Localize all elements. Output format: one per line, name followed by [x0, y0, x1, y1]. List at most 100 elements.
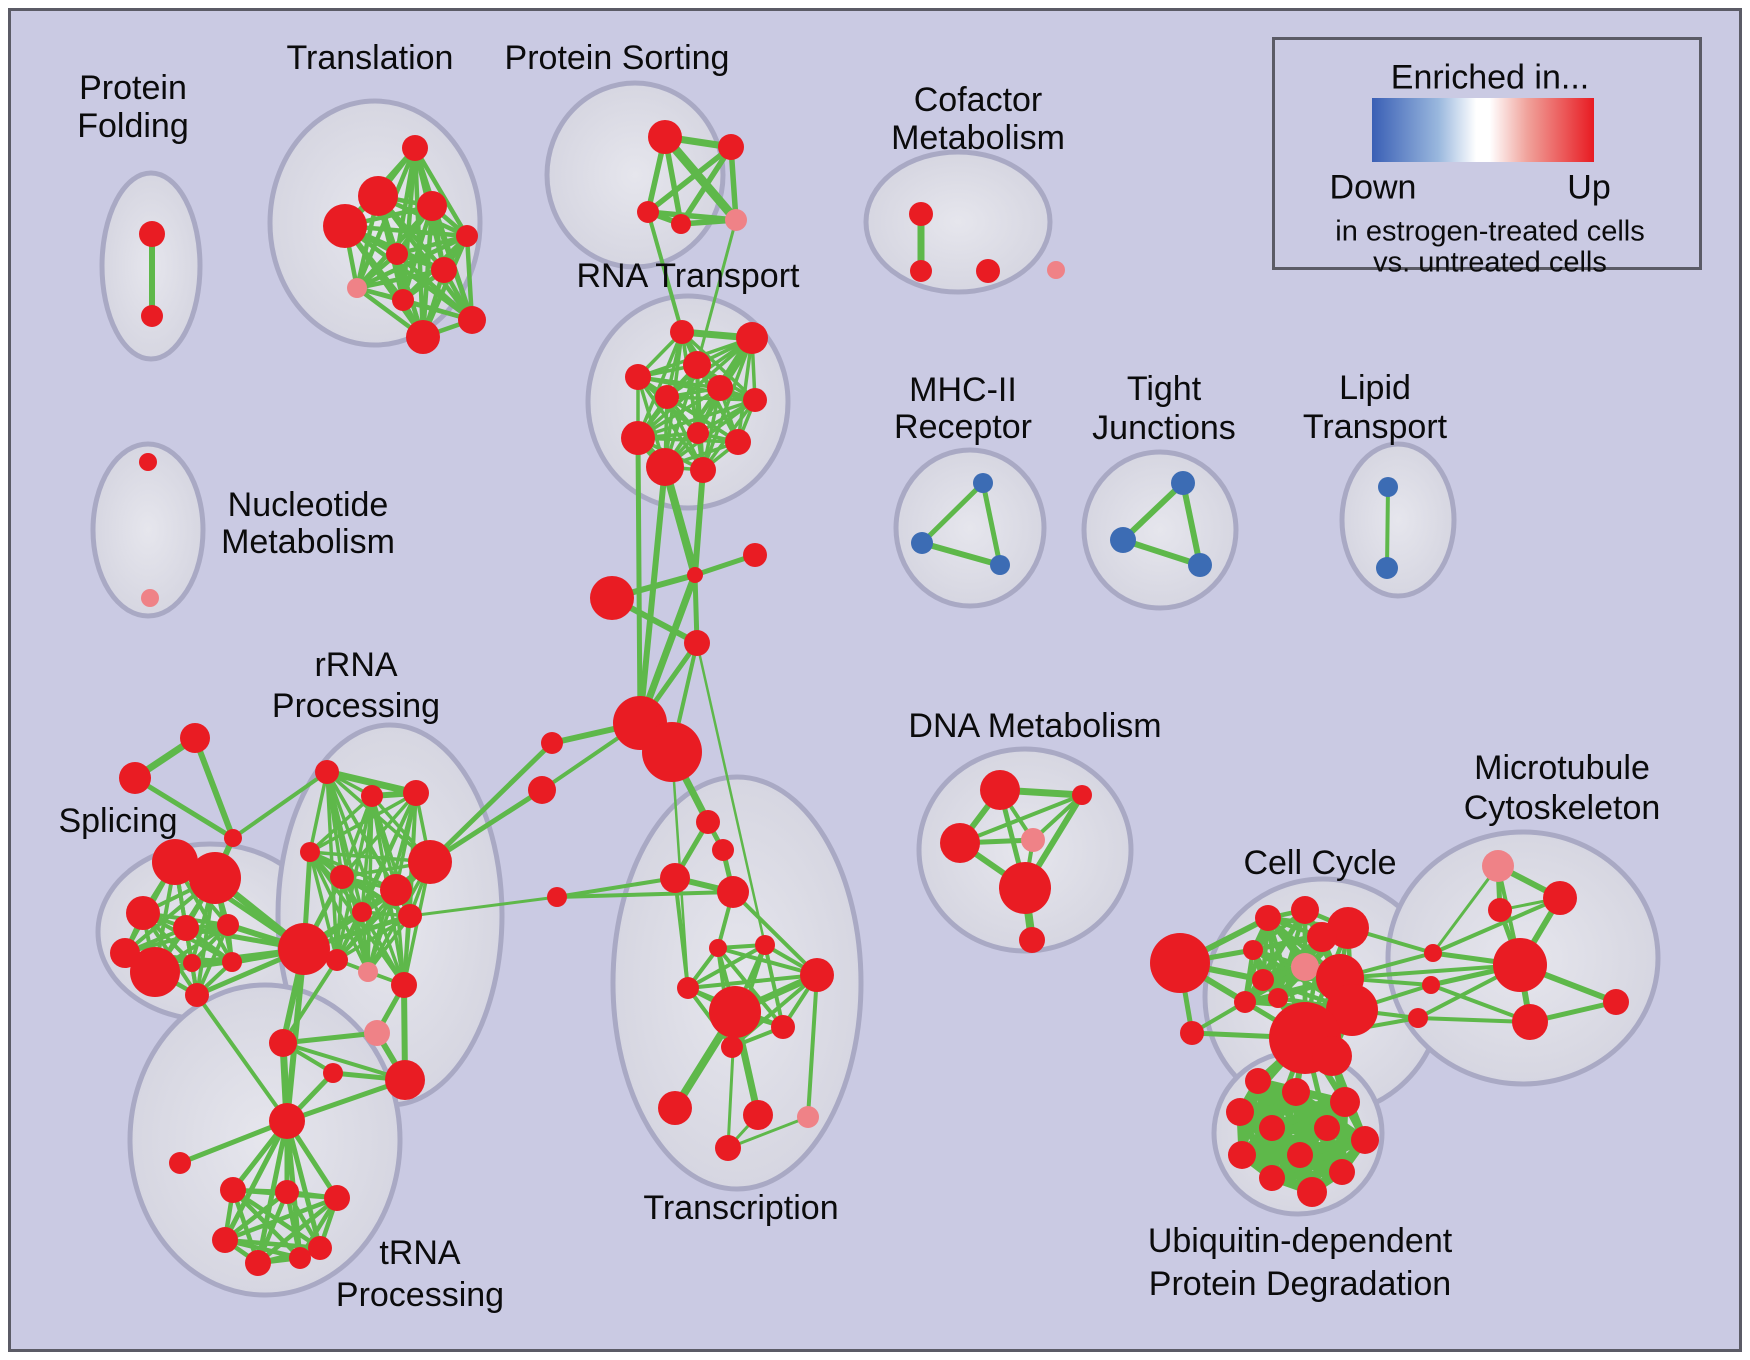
network-edge	[222, 1195, 340, 1243]
network-node-rr10	[326, 949, 348, 971]
network-node-cc5	[1243, 940, 1263, 960]
network-node-t5	[456, 225, 478, 247]
network-node-cc9	[1326, 984, 1378, 1036]
network-edge	[340, 794, 374, 879]
network-node-t7	[431, 257, 457, 283]
network-node-cf4	[1047, 261, 1065, 279]
network-edge	[222, 1237, 323, 1251]
network-node-ub6	[1314, 1115, 1340, 1141]
network-node-ub5	[1330, 1087, 1360, 1117]
network-node-rt12	[690, 457, 716, 483]
network-node-ub3	[1226, 1098, 1254, 1126]
network-node-tr15	[715, 1135, 741, 1161]
network-node-tn1	[220, 1177, 246, 1203]
legend-gradient-bar	[1372, 98, 1594, 162]
network-node-cc1	[1255, 905, 1281, 931]
network-node-cc6	[1291, 953, 1319, 981]
cluster-label-protein-sorting: Protein Sorting	[505, 39, 730, 77]
cluster-label-nucleotide-metabolism: Nucleotide Metabolism	[221, 486, 395, 561]
network-edge	[284, 1118, 323, 1251]
network-node-sp5	[217, 914, 239, 936]
network-node-rt2	[736, 322, 768, 354]
network-edge	[340, 791, 418, 879]
network-node-rt1	[670, 320, 694, 344]
network-node-ub8	[1228, 1141, 1256, 1169]
network-node-tn3	[324, 1185, 350, 1211]
network-node-tr12	[658, 1091, 692, 1125]
network-edge	[660, 132, 741, 225]
network-node-ub10	[1259, 1165, 1285, 1191]
network-node-rel1	[687, 567, 703, 583]
network-edge	[340, 875, 412, 918]
network-node-tr13	[743, 1100, 773, 1130]
network-node-tr11	[721, 1036, 743, 1058]
network-node-tn_hub	[269, 1103, 305, 1139]
legend-title: Enriched in...	[1390, 58, 1590, 97]
network-edge	[360, 910, 406, 987]
network-node-rr11	[358, 962, 378, 982]
network-edge	[731, 890, 819, 977]
network-node-rt3	[683, 351, 711, 379]
network-node-mh3	[990, 555, 1010, 575]
network-node-mt4	[1603, 989, 1629, 1015]
cluster-label-cofactor-metabolism: Cofactor Metabolism	[891, 81, 1065, 157]
network-node-hub2	[642, 722, 702, 782]
network-edge	[308, 791, 418, 854]
network-node-tr6	[755, 935, 775, 955]
network-node-cc3	[1327, 907, 1369, 949]
network-node-tri3	[224, 829, 242, 847]
cluster-label-rna-transport: RNA Transport	[577, 257, 801, 295]
network-node-sp9	[185, 983, 209, 1007]
network-edge	[736, 336, 754, 444]
network-edge	[177, 1118, 290, 1166]
network-edge	[665, 395, 740, 444]
network-node-rt6	[655, 385, 679, 409]
network-node-dn2	[1072, 785, 1092, 805]
network-node-ps5	[725, 209, 747, 231]
network-node-ps3	[637, 201, 659, 223]
network-node-mt2	[1543, 881, 1577, 915]
cluster-labels: Protein Folding Translation Protein Sorting…	[58, 39, 1660, 1314]
network-node-sp8	[183, 954, 201, 972]
network-edge	[555, 876, 677, 899]
network-node-t8	[347, 278, 367, 298]
network-node-cf3	[976, 259, 1000, 283]
cluster-label-microtubule-cytoskeleton: Microtubule Cytoskeleton	[1464, 749, 1661, 827]
network-edge	[427, 740, 555, 865]
network-edge	[646, 210, 684, 334]
network-node-ub2	[1282, 1078, 1310, 1106]
network-edge	[132, 775, 236, 841]
network-edge	[412, 145, 470, 239]
network-edge	[1385, 485, 1390, 570]
network-edge	[323, 768, 420, 797]
network-node-tr2	[712, 839, 734, 861]
network-node-rr3	[403, 780, 429, 806]
network-edge	[665, 395, 757, 402]
network-edge	[637, 464, 668, 726]
network-edge	[1120, 480, 1186, 543]
network-node-rt7	[743, 388, 767, 412]
network-node-rr4	[300, 842, 320, 862]
network-edge	[686, 973, 819, 990]
network-edge	[354, 233, 470, 291]
network-edge	[806, 973, 819, 1119]
network-edge	[335, 794, 374, 962]
network-node-sp4	[173, 915, 199, 941]
network-node-tn4	[212, 1227, 238, 1253]
network-node-rr9	[398, 904, 422, 928]
network-edge	[255, 1118, 290, 1266]
network-node-lp2	[1376, 557, 1398, 579]
cluster-label-dna-metabolism: DNA Metabolism	[908, 707, 1161, 745]
network-edge	[645, 144, 734, 215]
network-node-tn2	[275, 1180, 299, 1204]
network-edge	[636, 375, 705, 472]
network-edge	[1120, 537, 1203, 568]
network-node-rr2	[361, 785, 383, 807]
network-edge	[692, 467, 706, 578]
network-edge	[280, 1030, 380, 1046]
network-node-tr7	[800, 958, 834, 992]
network-node-br1	[1424, 944, 1442, 962]
cluster-label-protein-folding: Protein Folding	[77, 69, 189, 145]
network-edge	[1236, 1098, 1349, 1116]
network-node-tr9	[709, 986, 761, 1038]
